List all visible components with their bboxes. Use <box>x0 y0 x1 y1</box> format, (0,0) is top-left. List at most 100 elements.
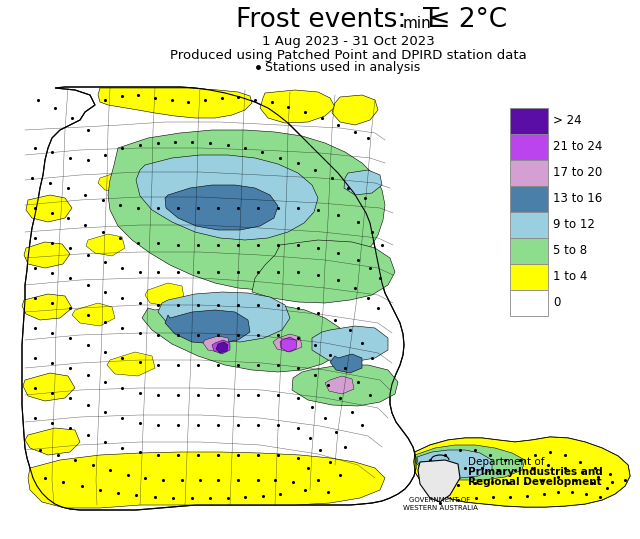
Point <box>83 156 93 164</box>
Point <box>45 179 55 188</box>
Polygon shape <box>260 90 335 123</box>
Point <box>47 148 57 156</box>
Point <box>47 389 57 397</box>
Polygon shape <box>98 172 132 192</box>
Point <box>273 204 283 212</box>
Point <box>205 139 215 147</box>
Point <box>173 420 183 429</box>
Point <box>335 393 345 402</box>
Point <box>560 464 570 472</box>
Point <box>47 358 57 367</box>
Point <box>313 206 323 215</box>
Polygon shape <box>414 437 630 507</box>
Point <box>320 414 330 423</box>
Polygon shape <box>418 460 460 502</box>
Point <box>325 351 335 360</box>
Point <box>253 204 263 212</box>
Point <box>455 446 465 454</box>
Polygon shape <box>136 155 318 240</box>
Point <box>100 288 110 296</box>
Bar <box>510 290 548 316</box>
Point <box>375 274 385 282</box>
Point <box>493 466 503 474</box>
Point <box>67 114 77 122</box>
Polygon shape <box>22 87 416 510</box>
Point <box>313 271 323 279</box>
Polygon shape <box>325 376 354 394</box>
Point <box>83 400 93 409</box>
Point <box>173 331 183 340</box>
Point <box>520 479 530 487</box>
Point <box>80 220 90 229</box>
Point <box>33 96 43 105</box>
Point <box>117 92 127 100</box>
Point <box>500 455 510 464</box>
Point <box>233 268 243 277</box>
Polygon shape <box>25 428 80 455</box>
Polygon shape <box>98 88 252 118</box>
Point <box>153 331 163 340</box>
Point <box>173 241 183 250</box>
Polygon shape <box>216 342 228 353</box>
Point <box>275 490 285 499</box>
Point <box>327 174 337 182</box>
Point <box>343 184 353 192</box>
Point <box>440 451 450 459</box>
Point <box>270 476 280 485</box>
Point <box>233 331 243 340</box>
Polygon shape <box>23 373 75 401</box>
Point <box>173 361 183 369</box>
Point <box>65 334 75 342</box>
Point <box>213 301 223 309</box>
Text: 0: 0 <box>553 296 561 309</box>
Point <box>240 493 250 501</box>
Point <box>117 144 127 153</box>
Point <box>360 194 370 202</box>
Point <box>193 204 203 212</box>
Point <box>40 474 50 482</box>
Text: Primary Industries and: Primary Industries and <box>468 467 603 477</box>
Point <box>350 284 360 292</box>
Point <box>453 481 463 489</box>
Point <box>593 473 603 481</box>
Point <box>587 479 597 487</box>
Point <box>567 488 577 496</box>
Point <box>323 488 333 496</box>
Point <box>505 493 515 501</box>
Point <box>273 301 283 309</box>
Point <box>620 476 630 485</box>
Point <box>602 483 612 492</box>
Point <box>100 151 110 160</box>
Point <box>117 294 127 302</box>
Polygon shape <box>344 170 382 195</box>
Point <box>30 234 40 243</box>
Point <box>213 331 223 340</box>
Point <box>83 126 93 134</box>
Polygon shape <box>26 195 72 222</box>
Polygon shape <box>330 354 362 373</box>
Point <box>100 96 110 105</box>
Point <box>487 478 497 486</box>
Point <box>253 361 263 369</box>
Point <box>425 455 435 464</box>
Point <box>193 241 203 250</box>
Point <box>223 141 233 149</box>
Point <box>83 310 93 319</box>
Point <box>183 98 193 106</box>
Point <box>187 137 197 146</box>
Point <box>253 420 263 429</box>
Point <box>117 324 127 333</box>
Point <box>193 301 203 309</box>
Point <box>65 274 75 282</box>
Point <box>590 464 600 472</box>
Polygon shape <box>292 365 398 406</box>
Point <box>345 326 355 334</box>
Point <box>477 464 487 472</box>
Point <box>233 241 243 250</box>
Point <box>77 482 87 490</box>
Bar <box>510 212 548 238</box>
Point <box>195 476 205 485</box>
Point <box>353 218 363 226</box>
Point <box>333 211 343 219</box>
Point <box>353 378 363 386</box>
